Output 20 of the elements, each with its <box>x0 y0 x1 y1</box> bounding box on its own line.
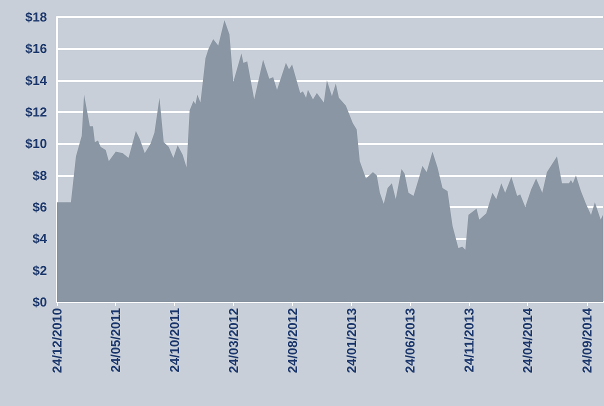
y-tick-label: $0 <box>32 294 47 310</box>
y-tick-label: $2 <box>32 262 47 278</box>
x-tick-label: 24/10/2011 <box>167 308 182 372</box>
y-tick-label: $10 <box>25 136 47 152</box>
y-tick-label: $8 <box>32 168 47 183</box>
y-tick-label: $14 <box>25 72 48 88</box>
x-tick-label: 24/12/2010 <box>50 308 64 374</box>
y-tick-label: $4 <box>32 231 48 246</box>
x-tick-label: 24/05/2011 <box>108 308 123 372</box>
x-tick-label: 24/01/2013 <box>344 308 360 374</box>
x-tick-label: 24/03/2012 <box>226 308 241 374</box>
x-tick-label: 24/11/2013 <box>462 308 477 372</box>
x-tick-label: 24/09/2014 <box>579 307 594 374</box>
y-tick-label: $16 <box>25 41 47 56</box>
x-tick-label: 24/08/2012 <box>284 308 300 374</box>
x-tick-label: 24/04/2014 <box>520 307 536 374</box>
y-tick-label: $18 <box>25 10 47 24</box>
y-tick-label: $12 <box>25 104 47 120</box>
y-tick-label: $6 <box>32 200 47 214</box>
x-tick-label: 24/06/2013 <box>402 308 418 374</box>
